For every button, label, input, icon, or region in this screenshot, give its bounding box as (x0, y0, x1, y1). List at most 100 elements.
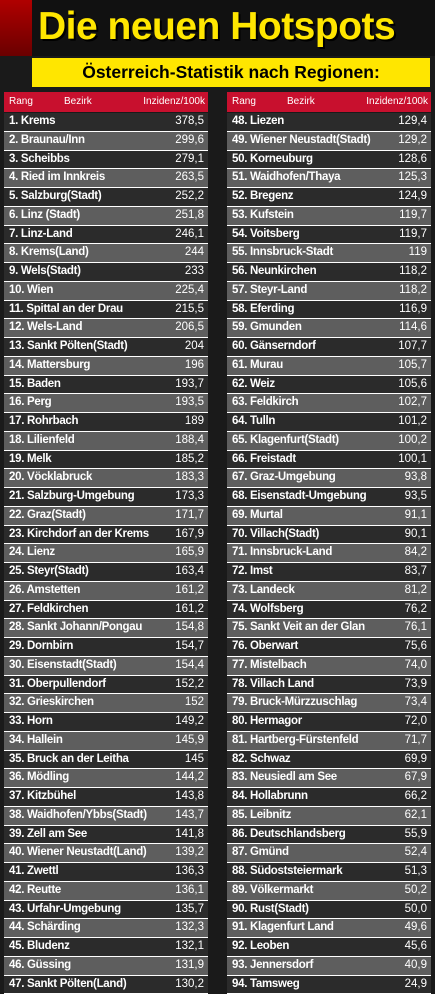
row-inzidenz: 132,3 (175, 919, 204, 937)
header-inzidenz: Inzidenz/100k (143, 92, 205, 112)
row-inzidenz: 131,9 (175, 957, 204, 975)
row-inzidenz: 145,9 (175, 732, 204, 750)
row-bezirk: 45. Bludenz (9, 938, 70, 956)
row-bezirk: 83. Neusiedl am See (232, 769, 337, 787)
header-rang: Rang (232, 92, 256, 112)
row-bezirk: 21. Salzburg-Umgebung (9, 488, 134, 506)
row-bezirk: 31. Oberpullendorf (9, 676, 106, 694)
row-inzidenz: 145 (185, 751, 204, 769)
row-bezirk: 52. Bregenz (232, 188, 293, 206)
row-inzidenz: 143,8 (175, 788, 204, 806)
row-bezirk: 28. Sankt Johann/Pongau (9, 619, 142, 637)
row-inzidenz: 40,9 (405, 957, 427, 975)
row-bezirk: 19. Melk (9, 451, 51, 469)
row-bezirk: 39. Zell am See (9, 826, 87, 844)
row-inzidenz: 50,2 (405, 882, 427, 900)
row-inzidenz: 171,7 (175, 507, 204, 525)
row-inzidenz: 73,9 (405, 676, 427, 694)
row-inzidenz: 193,7 (175, 376, 204, 394)
row-bezirk: 46. Güssing (9, 957, 71, 975)
row-inzidenz: 71,7 (405, 732, 427, 750)
row-bezirk: 40. Wiener Neustadt(Land) (9, 844, 146, 862)
row-inzidenz: 251,8 (175, 207, 204, 225)
row-bezirk: 84. Hollabrunn (232, 788, 308, 806)
row-inzidenz: 84,2 (405, 544, 427, 562)
row-inzidenz: 263,5 (175, 169, 204, 187)
row-bezirk: 30. Eisenstadt(Stadt) (9, 657, 116, 675)
row-bezirk: 70. Villach(Stadt) (232, 526, 319, 544)
row-inzidenz: 67,9 (405, 769, 427, 787)
row-bezirk: 25. Steyr(Stadt) (9, 563, 89, 581)
row-inzidenz: 73,4 (405, 694, 427, 712)
table-row: 47. Sankt Pölten(Land)130,2 (4, 976, 208, 994)
table-header: Rang Bezirk Inzidenz/100k (4, 92, 208, 112)
row-bezirk: 80. Hermagor (232, 713, 302, 731)
row-bezirk: 63. Feldkirch (232, 394, 298, 412)
row-bezirk: 36. Mödling (9, 769, 69, 787)
table-row: 38. Waidhofen/Ybbs(Stadt)143,7 (4, 807, 208, 826)
table-row: 30. Eisenstadt(Stadt)154,4 (4, 657, 208, 676)
row-bezirk: 67. Graz-Umgebung (232, 469, 336, 487)
row-bezirk: 47. Sankt Pölten(Land) (9, 976, 126, 994)
row-inzidenz: 185,2 (175, 451, 204, 469)
row-inzidenz: 102,7 (398, 394, 427, 412)
row-inzidenz: 141,8 (175, 826, 204, 844)
table-row: 46. Güssing 131,9 (4, 957, 208, 976)
row-bezirk: 15. Baden (9, 376, 61, 394)
row-bezirk: 57. Steyr-Land (232, 282, 307, 300)
row-bezirk: 94. Tamsweg (232, 976, 299, 994)
row-bezirk: 33. Horn (9, 713, 53, 731)
page-title: Die neuen Hotspots (38, 0, 433, 56)
row-inzidenz: 206,5 (175, 319, 204, 337)
row-inzidenz: 83,7 (405, 563, 427, 581)
row-bezirk: 62. Weiz (232, 376, 275, 394)
row-bezirk: 71. Innsbruck-Land (232, 544, 332, 562)
row-inzidenz: 139,2 (175, 844, 204, 862)
row-inzidenz: 101,2 (398, 413, 427, 431)
table-row: 44. Schärding 132,3 (4, 919, 208, 938)
row-inzidenz: 50,0 (405, 901, 427, 919)
row-inzidenz: 165,9 (175, 544, 204, 562)
row-inzidenz: 62,1 (405, 807, 427, 825)
row-bezirk: 65. Klagenfurt(Stadt) (232, 432, 339, 450)
row-bezirk: 53. Kufstein (232, 207, 294, 225)
row-inzidenz: 161,2 (175, 582, 204, 600)
row-bezirk: 88. Südoststeiermark (232, 863, 342, 881)
row-inzidenz: 76,1 (405, 619, 427, 637)
row-inzidenz: 45,6 (405, 938, 427, 956)
row-bezirk: 44. Schärding (9, 919, 81, 937)
row-inzidenz: 129,2 (398, 132, 427, 150)
row-inzidenz: 75,6 (405, 638, 427, 656)
row-bezirk: 50. Korneuburg (232, 151, 313, 169)
row-bezirk: 48. Liezen (232, 113, 284, 131)
row-bezirk: 37. Kitzbühel (9, 788, 76, 806)
row-inzidenz: 183,3 (175, 469, 204, 487)
